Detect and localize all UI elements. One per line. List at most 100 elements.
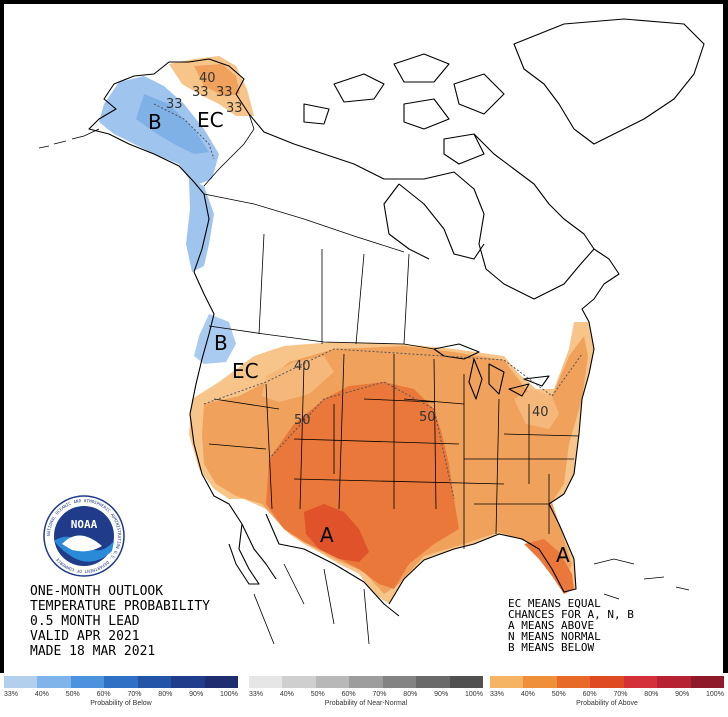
contour-label-east-40: 40 <box>532 405 549 420</box>
key-line-2: CHANCES FOR A, N, B <box>508 608 634 621</box>
key-line-1: EC MEANS EQUAL <box>508 597 601 610</box>
legend-tick-label: 40% <box>279 691 294 698</box>
legend-tick-label: 33% <box>490 691 505 698</box>
legend-swatch <box>490 676 524 688</box>
legend-tick-label: 100% <box>465 691 483 698</box>
legend-tick-label: 60% <box>582 691 597 698</box>
legend-swatch <box>523 676 557 688</box>
label-b-alaska: B <box>148 110 162 134</box>
legend-swatch <box>137 676 172 688</box>
canada-outline <box>248 113 595 300</box>
legend-normal-caption: Probability of Near-Normal <box>324 700 408 707</box>
legend-swatch <box>657 676 691 688</box>
contour-label-alaska-40: 40 <box>199 71 216 86</box>
legend-tick-label: 100% <box>220 691 238 698</box>
legend-tick-label: 60% <box>96 691 111 698</box>
noaa-logo-text: NOAA <box>71 518 98 531</box>
legend-swatch <box>37 676 71 688</box>
mexico-outline <box>228 513 400 617</box>
title-block: ONE-MONTH OUTLOOK TEMPERATURE PROBABILIT… <box>30 584 210 659</box>
legend-swatch <box>204 676 238 688</box>
alaska-below-core <box>136 94 209 154</box>
legend-swatch <box>70 676 105 688</box>
key-block: EC MEANS EQUAL CHANCES FOR A, N, B A MEA… <box>508 597 634 654</box>
contour-west-40 <box>203 348 583 405</box>
legend-below-swatches <box>4 676 238 688</box>
legend-swatch <box>282 676 316 688</box>
legend-above-swatches <box>490 676 724 688</box>
legend-tick-label: 33% <box>249 691 264 698</box>
legend-swatch <box>315 676 350 688</box>
legend-tick-label: 50% <box>551 691 566 698</box>
east-coast-outline <box>563 248 620 495</box>
legend-tick-label: 100% <box>706 691 724 698</box>
hudson-bay-outline <box>383 183 485 260</box>
label-ec-alaska: EC <box>197 108 224 132</box>
noaa-logo: NOAA NATIONAL OCEANIC AND ATMOSPHERIC AD… <box>43 495 125 577</box>
contour-label-central-50-a: 50 <box>294 413 311 428</box>
legend-swatch <box>590 676 624 688</box>
us-above-60-region <box>304 504 369 562</box>
legend-tick-label: 90% <box>434 691 449 698</box>
bc-coast-below-region <box>186 179 214 272</box>
legend-above-caption: Probability of Above <box>576 700 638 707</box>
canada-province-lines <box>203 193 410 345</box>
legend-swatch <box>416 676 450 688</box>
legend-swatch <box>4 676 38 688</box>
gulf-coast-outline <box>388 493 577 605</box>
caribbean-islands <box>593 558 690 600</box>
legend-tick-label: 70% <box>127 691 142 698</box>
legend-tick-label: 50% <box>310 691 325 698</box>
legend-swatch <box>249 676 283 688</box>
legend-below: 33% 40% 50% 60% 70% 80% 90% 100% Probability of… <box>4 676 238 714</box>
legend-above: 33% 40% 50% 60% 70% 80% 90% 100% Probability of… <box>490 676 724 714</box>
probability-legend: 33% 40% 50% 60% 70% 80% 90% 100% Probability of… <box>0 673 728 717</box>
east-light-pocket <box>514 389 559 429</box>
title-line-5: MADE 18 MAR 2021 <box>30 644 155 659</box>
us-state-lines <box>208 353 580 549</box>
legend-normal-ticks: 33% 40% 50% 60% 70% 80% 90% 100% <box>249 691 483 698</box>
legend-tick-label: 70% <box>613 691 628 698</box>
label-a-southwest: A <box>320 523 334 547</box>
map-panel: 40 33 33 33 33 40 50 50 40 B EC B EC A A… <box>4 4 723 673</box>
title-line-4: VALID APR 2021 <box>30 629 140 644</box>
legend-tick-label: 40% <box>34 691 49 698</box>
legend-below-caption: Probability of Below <box>90 700 152 707</box>
legend-tick-label: 90% <box>189 691 204 698</box>
legend-swatch <box>556 676 591 688</box>
legend-tick-label: 60% <box>341 691 356 698</box>
north-america-map: 40 33 33 33 33 40 50 50 40 B EC B EC A A… <box>30 18 705 659</box>
alaska-canada-border <box>203 113 255 187</box>
contour-label-west-40: 40 <box>294 359 311 374</box>
legend-tick-label: 50% <box>65 691 80 698</box>
label-b-northwest: B <box>214 331 228 355</box>
legend-normal: 33% 40% 50% 60% 70% 80% 90% 100% Probability of… <box>249 676 483 714</box>
contour-alaska-33 <box>153 103 215 160</box>
arctic-islands <box>303 53 505 165</box>
legend-swatch <box>449 676 483 688</box>
contour-label-central-50-b: 50 <box>419 410 436 425</box>
legend-swatch <box>382 676 417 688</box>
legend-tick-label: 90% <box>675 691 690 698</box>
legend-normal-swatches <box>249 676 483 688</box>
legend-tick-label: 80% <box>158 691 173 698</box>
key-line-5: B MEANS BELOW <box>508 641 594 654</box>
legend-swatch <box>690 676 724 688</box>
aleutian-islands <box>38 128 100 149</box>
title-line-3: 0.5 MONTH LEAD <box>30 614 140 629</box>
great-lakes <box>433 343 550 400</box>
legend-below-ticks: 33% 40% 50% 60% 70% 80% 90% 100% <box>4 691 238 698</box>
label-ec-northwest: EC <box>232 359 259 383</box>
contour-label-alaska-33-a: 33 <box>192 85 209 100</box>
greenland-outline <box>513 18 705 145</box>
alaska-above-core <box>194 64 240 96</box>
legend-tick-label: 80% <box>403 691 418 698</box>
legend-swatch <box>623 676 658 688</box>
legend-swatch <box>349 676 383 688</box>
canada-us-border <box>208 325 435 350</box>
title-line-1: ONE-MONTH OUTLOOK <box>30 584 163 599</box>
contour-label-alaska-33-b: 33 <box>216 85 233 100</box>
legend-tick-label: 70% <box>372 691 387 698</box>
legend-above-ticks: 33% 40% 50% 60% 70% 80% 90% 100% <box>490 691 724 698</box>
